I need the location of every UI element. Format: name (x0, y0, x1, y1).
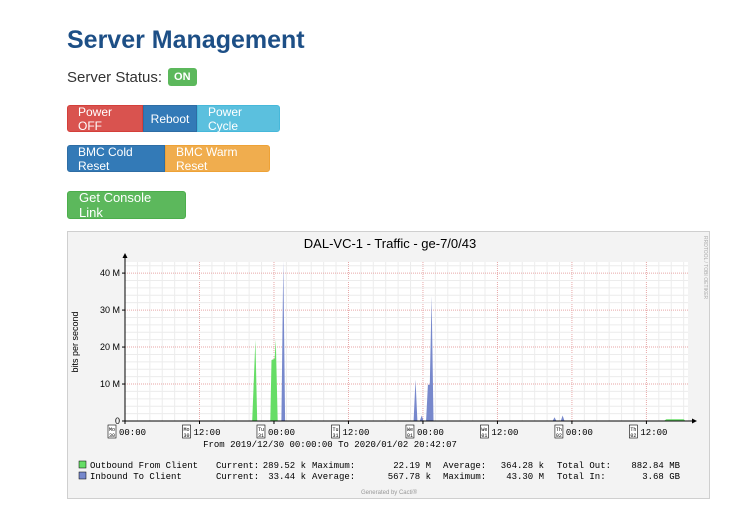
x-day-number: 30 (109, 433, 115, 439)
legend-series-name: Outbound From Client (90, 461, 198, 471)
legend-total-label: Total In: (557, 472, 606, 482)
legend-swatch (78, 471, 87, 480)
rrdtool-credit: RRDTOOL / TOBI OETIKER (702, 236, 708, 300)
bmc-button-group: BMC Cold Reset BMC Warm Reset (67, 145, 270, 173)
legend-total-value: 882.84 MB (631, 461, 680, 471)
legend-series-name: Inbound To Client (90, 472, 182, 482)
x-day-box (107, 424, 117, 439)
x-day-name: We (407, 427, 413, 433)
x-day-box (405, 424, 415, 439)
legend-stat-value: 43.30 M (506, 472, 544, 482)
legend-stat-label: Current: (216, 472, 259, 482)
x-tick-label: 12:00 (640, 428, 667, 438)
server-status: Server Status: ON (67, 68, 197, 86)
date-range: From 2019/12/30 00:00:00 To 2020/01/02 2… (203, 440, 457, 450)
page-title: Server Management (67, 26, 305, 54)
x-day-box (554, 424, 564, 439)
y-tick-label: 40 M (100, 268, 120, 278)
x-day-name: We (481, 427, 487, 433)
traffic-chart: DAL-VC-1 - Traffic - ge-7/0/43 bits per … (70, 236, 708, 496)
x-day-number: 31 (258, 433, 264, 439)
x-day-number: 31 (332, 433, 338, 439)
legend-stat-label: Average: (312, 472, 355, 482)
reboot-button[interactable]: Reboot (143, 105, 197, 132)
chart-grid (124, 262, 688, 421)
chart-title: DAL-VC-1 - Traffic - ge-7/0/43 (304, 236, 476, 251)
server-status-label: Server Status: (67, 68, 163, 86)
y-tick-label: 20 M (100, 342, 120, 352)
x-day-name: Tu (258, 427, 264, 433)
y-axis-arrow (122, 253, 128, 258)
chart-legend: Outbound From Client Current: 289.52 k Maxi… (78, 460, 681, 482)
legend-total-label: Total Out: (557, 461, 611, 471)
plot-area (125, 262, 688, 421)
legend-stat-value: 364.28 k (501, 461, 544, 471)
legend-swatch (78, 460, 87, 469)
x-day-number: 01 (481, 433, 487, 439)
x-tick-label: 00:00 (119, 428, 146, 438)
x-tick-label: 12:00 (193, 428, 220, 438)
x-tick-label: 00:00 (417, 428, 444, 438)
x-day-number: 30 (183, 433, 189, 439)
legend-stat-label: Average: (443, 461, 486, 471)
x-tick-label: 00:00 (268, 428, 295, 438)
x-day-box (256, 424, 266, 439)
y-tick-label: 30 M (100, 305, 120, 315)
x-day-name: Tu (332, 427, 338, 433)
legend-stat-value: 33.44 k (268, 472, 306, 482)
y-tick-label: 10 M (100, 379, 120, 389)
legend-stat-value: 567.78 k (388, 472, 431, 482)
x-day-box (331, 424, 340, 439)
x-day-number: 02 (556, 433, 562, 439)
y-axis-label: bits per second (70, 311, 80, 372)
status-badge: ON (168, 68, 197, 86)
get-console-link-button[interactable]: Get Console Link (67, 190, 186, 220)
console-button-group: Get Console Link (67, 190, 186, 220)
legend-total-value: 3.68 GB (642, 472, 680, 482)
x-day-number: 02 (630, 433, 636, 439)
power-cycle-button[interactable]: Power Cycle (197, 105, 280, 133)
legend-stat-label: Maximum: (443, 472, 486, 482)
legend-stat-value: 22.19 M (393, 461, 431, 471)
x-day-name: Th (556, 427, 562, 433)
legend-stat-value: 289.52 k (263, 461, 306, 471)
legend-stat-label: Maximum: (312, 461, 355, 471)
chart-axes (122, 253, 697, 424)
x-day-name: Mo (109, 427, 115, 433)
x-day-name: Th (630, 427, 636, 433)
traffic-graph[interactable]: DAL-VC-1 - Traffic - ge-7/0/43 bits per … (67, 231, 710, 499)
x-day-box (629, 424, 638, 439)
power-off-button[interactable]: Power OFF (67, 105, 143, 133)
bmc-warm-reset-button[interactable]: BMC Warm Reset (165, 145, 270, 173)
x-day-name: Mo (183, 427, 189, 433)
x-day-box (182, 424, 191, 439)
bmc-cold-reset-button[interactable]: BMC Cold Reset (67, 145, 165, 173)
x-axis-arrow (692, 418, 697, 424)
x-tick-label: 00:00 (566, 428, 593, 438)
legend-stat-label: Current: (216, 461, 259, 471)
y-tick-label: 0 (115, 416, 120, 426)
x-day-box (480, 424, 489, 439)
y-axis-ticks: 0 10 M 20 M 30 M 40 M (100, 268, 125, 426)
x-tick-label: 12:00 (342, 428, 369, 438)
power-button-group: Power OFF Reboot Power Cycle (67, 105, 280, 133)
x-day-number: 01 (407, 433, 413, 439)
cacti-credit: Generated by Cacti® (361, 489, 418, 496)
x-tick-label: 12:00 (491, 428, 518, 438)
